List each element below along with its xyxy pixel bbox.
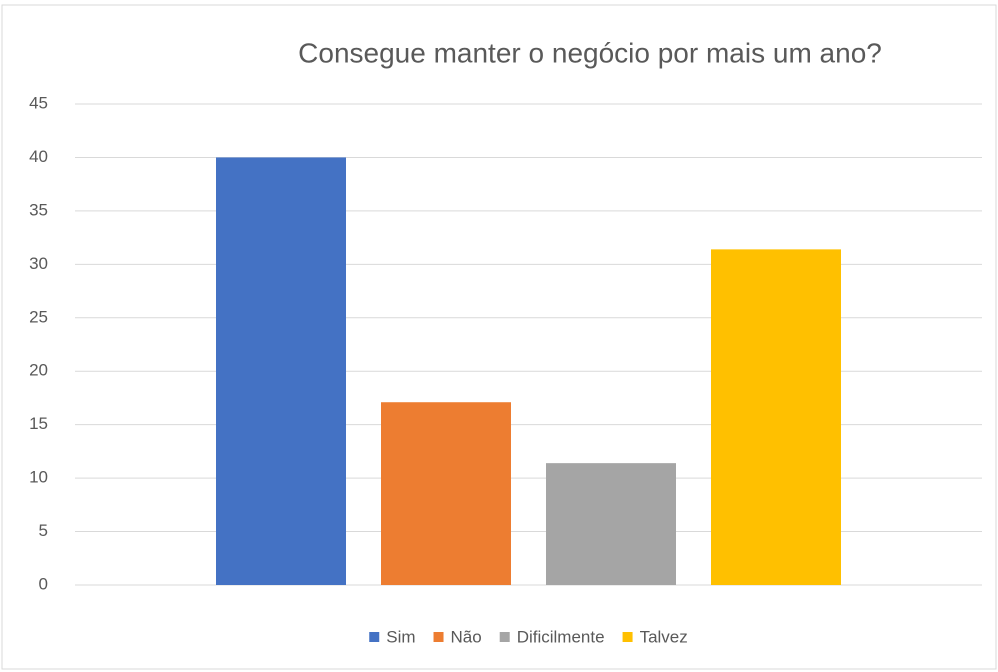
y-tick-label: 40 (29, 147, 48, 166)
y-tick-label: 25 (29, 307, 48, 326)
legend-label: Dificilmente (517, 627, 605, 646)
y-tick-label: 35 (29, 200, 48, 219)
chart-title: Consegue manter o negócio por mais um an… (298, 37, 882, 68)
y-tick-label: 20 (29, 361, 48, 380)
y-tick-label: 30 (29, 254, 48, 273)
legend-swatch (369, 632, 380, 642)
y-tick-label: 0 (39, 574, 48, 593)
bar (546, 463, 676, 585)
y-tick-label: 10 (29, 468, 48, 487)
bar (381, 402, 511, 585)
legend-swatch (433, 632, 444, 642)
bar (216, 157, 346, 585)
y-tick-label: 5 (39, 521, 48, 540)
legend-swatch (499, 632, 510, 642)
bar (711, 249, 841, 585)
legend-label: Não (451, 627, 482, 646)
legend-swatch (622, 632, 633, 642)
legend-label: Talvez (640, 627, 688, 646)
legend-label: Sim (386, 627, 415, 646)
y-tick-label: 15 (29, 414, 48, 433)
y-tick-label: 45 (29, 93, 48, 112)
